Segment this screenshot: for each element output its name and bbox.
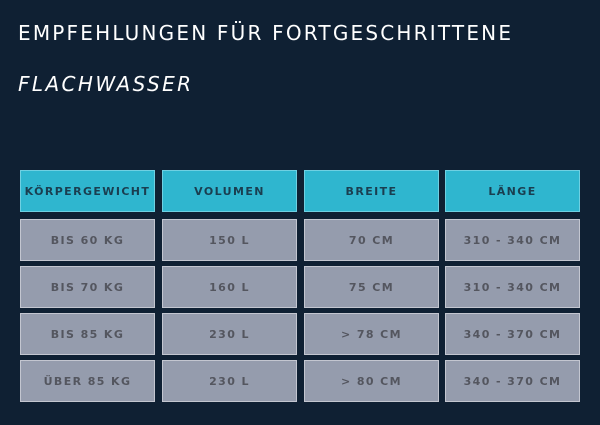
column-header-body-weight: KÖRPERGEWICHT xyxy=(20,170,155,212)
table-cell-weight: ÜBER 85 KG xyxy=(20,360,155,402)
table-cell-length: 340 - 370 CM xyxy=(445,313,580,355)
table-cell-width: > 78 CM xyxy=(304,313,439,355)
table-cell-length: 310 - 340 CM xyxy=(445,266,580,308)
column-header-width: BREITE xyxy=(304,170,439,212)
table-cell-volume: 150 L xyxy=(162,219,297,261)
table-cell-width: 70 CM xyxy=(304,219,439,261)
page-subtitle: FLACHWASSER xyxy=(18,72,194,96)
column-header-length: LÄNGE xyxy=(445,170,580,212)
table-cell-width: > 80 CM xyxy=(304,360,439,402)
table-cell-weight: BIS 85 KG xyxy=(20,313,155,355)
column-header-volume: VOLUMEN xyxy=(162,170,297,212)
table-cell-volume: 230 L xyxy=(162,360,297,402)
table-cell-weight: BIS 70 KG xyxy=(20,266,155,308)
table-cell-volume: 160 L xyxy=(162,266,297,308)
table-cell-weight: BIS 60 KG xyxy=(20,219,155,261)
table-cell-volume: 230 L xyxy=(162,313,297,355)
table-cell-width: 75 CM xyxy=(304,266,439,308)
page-title: EMPFEHLUNGEN FÜR FORTGESCHRITTENE xyxy=(18,21,514,45)
table-cell-length: 310 - 340 CM xyxy=(445,219,580,261)
table-cell-length: 340 - 370 CM xyxy=(445,360,580,402)
